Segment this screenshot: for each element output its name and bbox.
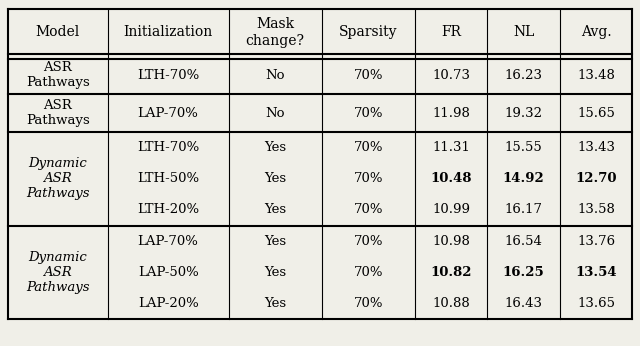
Text: 16.25: 16.25 [503, 266, 545, 279]
Text: 10.98: 10.98 [432, 235, 470, 248]
Text: 14.92: 14.92 [503, 172, 545, 185]
Text: 13.48: 13.48 [577, 69, 615, 82]
Text: Sparsity: Sparsity [339, 26, 397, 39]
Text: Yes: Yes [264, 141, 286, 154]
Text: NL: NL [513, 26, 534, 39]
Text: 16.23: 16.23 [504, 69, 543, 82]
Text: LAP-70%: LAP-70% [138, 235, 198, 248]
Text: Yes: Yes [264, 266, 286, 279]
Text: 16.17: 16.17 [504, 203, 543, 217]
Text: 70%: 70% [353, 297, 383, 310]
Text: ASR
Pathways: ASR Pathways [26, 61, 90, 89]
Text: 13.58: 13.58 [577, 203, 615, 217]
Text: 10.82: 10.82 [430, 266, 472, 279]
Text: LTH-70%: LTH-70% [137, 141, 199, 154]
Text: 11.98: 11.98 [432, 107, 470, 119]
Text: 70%: 70% [353, 235, 383, 248]
Text: LAP-70%: LAP-70% [138, 107, 198, 119]
Text: Yes: Yes [264, 172, 286, 185]
Text: LTH-70%: LTH-70% [137, 69, 199, 82]
Text: Dynamic
ASR
Pathways: Dynamic ASR Pathways [26, 157, 90, 200]
Text: Mask
change?: Mask change? [246, 17, 305, 48]
Text: 10.99: 10.99 [432, 203, 470, 217]
Text: LTH-20%: LTH-20% [137, 203, 199, 217]
Text: 13.76: 13.76 [577, 235, 615, 248]
Text: 19.32: 19.32 [504, 107, 543, 119]
Text: 10.48: 10.48 [430, 172, 472, 185]
Text: LTH-50%: LTH-50% [137, 172, 199, 185]
Text: Initialization: Initialization [124, 26, 212, 39]
Text: 70%: 70% [353, 203, 383, 217]
Text: Model: Model [36, 26, 80, 39]
Text: 10.73: 10.73 [432, 69, 470, 82]
Text: 13.43: 13.43 [577, 141, 615, 154]
Text: 15.65: 15.65 [577, 107, 615, 119]
Text: 11.31: 11.31 [432, 141, 470, 154]
Text: FR: FR [441, 26, 461, 39]
Text: Avg.: Avg. [580, 26, 611, 39]
Text: 70%: 70% [353, 141, 383, 154]
Text: 70%: 70% [353, 266, 383, 279]
Text: LAP-20%: LAP-20% [138, 297, 198, 310]
Text: 70%: 70% [353, 107, 383, 119]
Text: 13.65: 13.65 [577, 297, 615, 310]
Text: 12.70: 12.70 [575, 172, 617, 185]
Text: 70%: 70% [353, 172, 383, 185]
Text: 13.54: 13.54 [575, 266, 617, 279]
Text: Dynamic
ASR
Pathways: Dynamic ASR Pathways [26, 251, 90, 294]
Text: LAP-50%: LAP-50% [138, 266, 198, 279]
Text: No: No [266, 107, 285, 119]
Text: Yes: Yes [264, 203, 286, 217]
Text: ASR
Pathways: ASR Pathways [26, 99, 90, 127]
Text: 16.43: 16.43 [504, 297, 543, 310]
Text: No: No [266, 69, 285, 82]
Text: 15.55: 15.55 [505, 141, 543, 154]
Text: 16.54: 16.54 [505, 235, 543, 248]
Text: 10.88: 10.88 [432, 297, 470, 310]
Text: Yes: Yes [264, 235, 286, 248]
Text: 70%: 70% [353, 69, 383, 82]
Text: Yes: Yes [264, 297, 286, 310]
